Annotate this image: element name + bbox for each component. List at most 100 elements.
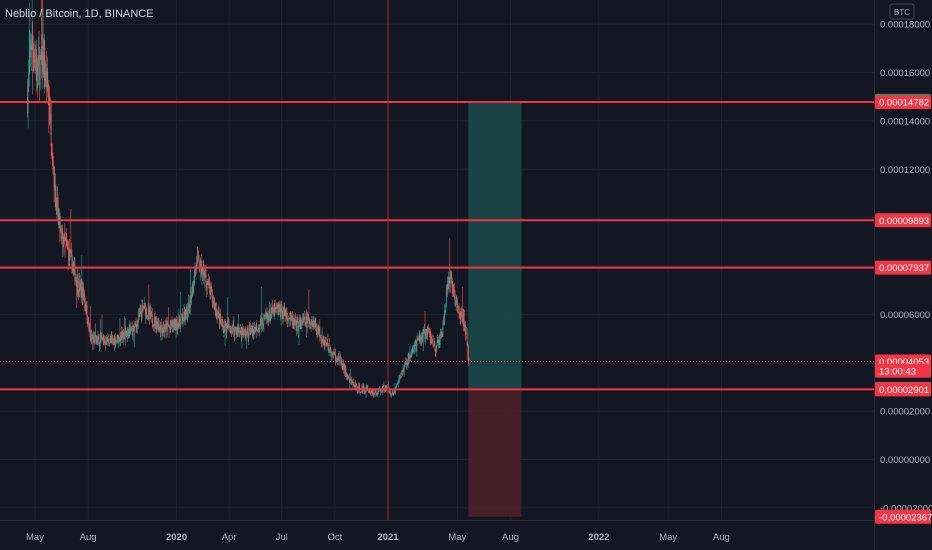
position-tool[interactable] — [468, 100, 522, 517]
candle-body — [406, 362, 407, 365]
currency-label[interactable]: BTC — [894, 8, 910, 17]
candle-body — [222, 325, 224, 327]
candle-body — [317, 332, 318, 335]
candle-body — [28, 63, 30, 74]
candle-body — [107, 338, 109, 342]
candle-body — [109, 338, 111, 343]
symbol-title[interactable]: Neblio / Bitcoin, 1D, BINANCE — [5, 8, 154, 20]
candle-body — [312, 320, 314, 327]
candle-body — [430, 338, 432, 340]
candle-body — [329, 348, 331, 351]
candle-body — [449, 277, 451, 286]
candle-body — [445, 304, 447, 311]
candle-body — [224, 326, 225, 332]
candle-body — [113, 338, 114, 341]
candle-body — [325, 342, 327, 345]
candle-body — [391, 392, 393, 396]
candle-body — [225, 324, 227, 326]
candle-body — [286, 312, 288, 318]
candle-body — [298, 329, 299, 331]
candle-body — [451, 271, 452, 279]
candle-body — [268, 316, 270, 322]
candle-body — [72, 266, 73, 273]
price-labels: 0.000148270.000147820.000098930.00007937… — [875, 93, 932, 524]
candle-body — [173, 323, 175, 328]
candle-body — [179, 315, 180, 323]
candle-body — [213, 300, 214, 304]
time-tick-label: 2022 — [588, 532, 609, 543]
candle-body — [366, 387, 368, 389]
candle-body — [104, 341, 106, 343]
price-tick-label: 0.00012000 — [880, 165, 930, 176]
target-zone[interactable] — [468, 100, 522, 390]
candle-body — [136, 325, 138, 329]
candle-body — [81, 286, 83, 296]
candle-body — [287, 317, 288, 322]
candle-body — [86, 305, 87, 312]
candle-body — [188, 301, 190, 305]
candle-body — [181, 314, 183, 318]
candle-body — [185, 311, 187, 320]
stop-zone[interactable] — [468, 389, 522, 517]
candle-body — [107, 338, 109, 344]
candle-body — [247, 333, 249, 339]
time-tick-label: 2021 — [377, 532, 399, 543]
candle-body — [112, 338, 113, 339]
candle-body — [143, 302, 145, 309]
candle-body — [386, 386, 388, 389]
price-tick-label: -0.00002000 — [880, 503, 932, 514]
candle-body — [459, 313, 461, 316]
candle-body — [296, 321, 298, 322]
candle-body — [37, 66, 39, 76]
candle-body — [426, 328, 428, 334]
candle-body — [280, 308, 281, 318]
candle-body — [432, 340, 434, 346]
candle-body — [178, 315, 180, 324]
candle-body — [99, 339, 101, 344]
candle-body — [93, 337, 95, 343]
candle-body — [439, 340, 440, 346]
candle-body — [321, 340, 322, 342]
candle-body — [397, 383, 399, 384]
candle-body — [250, 328, 252, 329]
candle-body — [374, 391, 376, 393]
candle-body — [53, 169, 55, 188]
horizontal-levels[interactable] — [0, 101, 874, 391]
candle-body — [66, 241, 68, 243]
candle-body — [348, 376, 350, 380]
candle-body — [70, 251, 72, 253]
candle-body — [419, 336, 421, 343]
candle-body — [57, 196, 58, 201]
candle-body — [277, 306, 279, 313]
candle-body — [337, 356, 339, 360]
candle-body — [437, 340, 439, 343]
candle-body — [54, 174, 56, 188]
candle-body — [304, 316, 306, 324]
candle-body — [340, 357, 342, 365]
candle-body — [296, 321, 298, 331]
candle-body — [285, 312, 287, 318]
candle-body — [138, 314, 140, 317]
candle-body — [190, 294, 191, 309]
crosshair — [0, 0, 874, 520]
candle-body — [245, 334, 247, 337]
candlestick-series — [27, 0, 470, 399]
candle-body — [153, 324, 155, 326]
candle-body — [261, 316, 262, 326]
candle-body — [32, 31, 34, 44]
candle-body — [421, 337, 423, 341]
candle-body — [126, 334, 128, 338]
candle-body — [281, 310, 283, 318]
candle-body — [32, 43, 34, 53]
candle-body — [369, 389, 371, 394]
candle-body — [317, 326, 319, 335]
candle-body — [266, 316, 268, 318]
candle-body — [409, 354, 411, 357]
candle-body — [303, 317, 305, 321]
candle-body — [164, 327, 165, 332]
candle-body — [92, 338, 94, 340]
candle-body — [357, 389, 359, 392]
candle-body — [418, 335, 420, 341]
candle-body — [121, 332, 123, 339]
